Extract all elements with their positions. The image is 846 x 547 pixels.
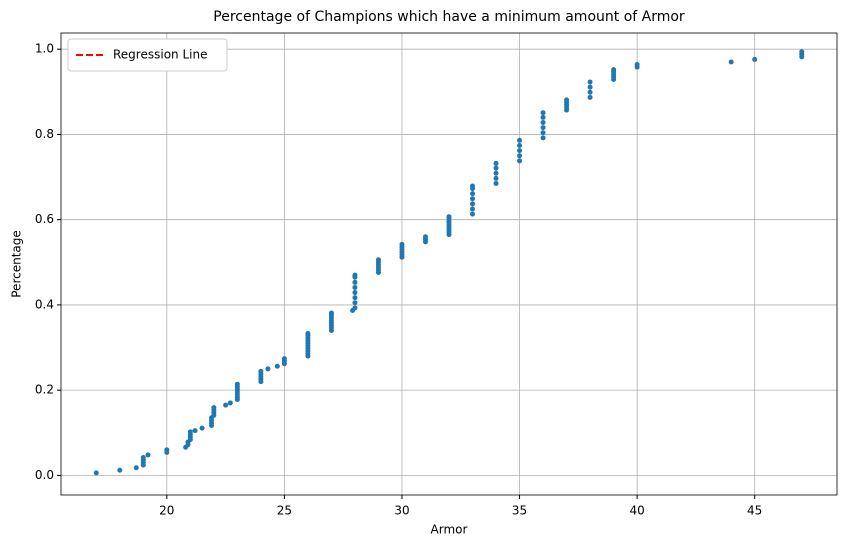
point <box>274 363 280 369</box>
point <box>728 59 734 65</box>
x-tick-label: 20 <box>159 504 174 518</box>
point <box>265 366 271 372</box>
x-tick-label: 45 <box>747 504 762 518</box>
point <box>517 158 523 164</box>
point <box>493 175 499 181</box>
chart-title: Percentage of Champions which have a min… <box>213 9 685 25</box>
point <box>352 300 358 306</box>
point <box>470 191 476 197</box>
point <box>564 97 570 103</box>
point <box>540 130 546 136</box>
point <box>352 295 358 301</box>
x-tick-label: 25 <box>277 504 292 518</box>
point <box>470 206 476 212</box>
point <box>199 425 205 431</box>
point <box>281 356 287 362</box>
point <box>540 125 546 131</box>
point <box>422 234 428 240</box>
y-tick-label: 0.2 <box>35 383 54 397</box>
point <box>140 454 146 460</box>
point <box>540 114 546 120</box>
point <box>634 62 640 68</box>
point <box>799 49 805 55</box>
point <box>470 211 476 217</box>
y-axis-label: Percentage <box>10 230 24 298</box>
point <box>493 170 499 176</box>
point <box>375 257 381 263</box>
legend-box <box>67 38 228 72</box>
point <box>117 467 123 473</box>
point <box>133 465 139 471</box>
point <box>540 120 546 126</box>
point <box>192 428 198 434</box>
point <box>145 452 151 458</box>
point <box>752 56 758 62</box>
point <box>470 201 476 207</box>
x-tick-label: 40 <box>629 504 644 518</box>
point <box>517 153 523 159</box>
point <box>587 89 593 95</box>
point <box>517 143 523 149</box>
plot-frame <box>60 32 838 496</box>
point <box>493 165 499 171</box>
y-tick-label: 1.0 <box>35 42 54 56</box>
point <box>352 272 358 278</box>
point <box>446 214 452 220</box>
point <box>93 470 99 476</box>
x-axis-label: Armor <box>431 523 468 537</box>
point <box>493 160 499 166</box>
point <box>352 305 358 311</box>
point <box>258 368 264 374</box>
x-tick-label: 35 <box>512 504 527 518</box>
point <box>352 290 358 296</box>
point <box>227 400 233 406</box>
x-tick-label: 30 <box>394 504 409 518</box>
point <box>611 67 617 73</box>
point <box>540 135 546 141</box>
point <box>517 148 523 154</box>
point <box>587 79 593 85</box>
point <box>223 402 229 408</box>
point <box>187 429 193 435</box>
y-tick-label: 0.8 <box>35 127 54 141</box>
point <box>587 94 593 100</box>
point <box>587 84 593 90</box>
y-tick-label: 0.4 <box>35 297 54 311</box>
point <box>493 180 499 186</box>
legend-label: Regression Line <box>113 48 207 62</box>
point <box>517 137 523 143</box>
y-tick-label: 0.0 <box>35 468 54 482</box>
point <box>470 183 476 189</box>
point <box>305 330 311 336</box>
point <box>352 279 358 285</box>
point <box>399 241 405 247</box>
point <box>234 381 240 387</box>
point <box>352 284 358 290</box>
point <box>328 310 334 316</box>
point <box>164 447 170 453</box>
point <box>470 196 476 202</box>
point <box>211 405 217 411</box>
point <box>540 110 546 116</box>
y-tick-label: 0.6 <box>35 212 54 226</box>
